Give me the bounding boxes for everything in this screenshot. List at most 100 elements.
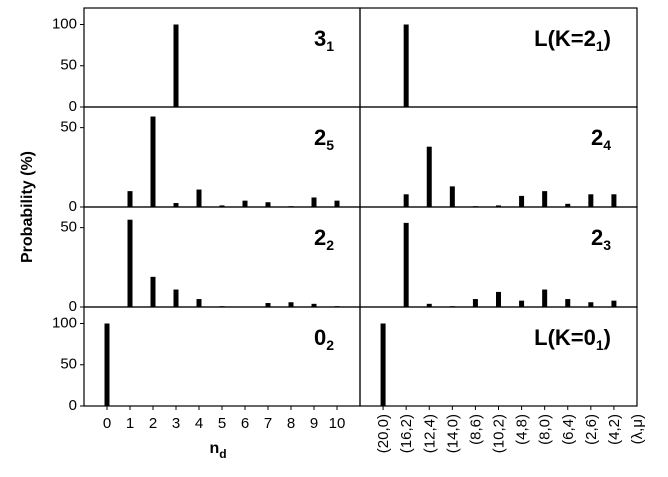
panel-label: L(K=01) — [534, 325, 611, 353]
x-tick-label: 0 — [103, 415, 111, 432]
x-tick-label: 10 — [329, 415, 346, 432]
x-tick-label: (8,0) — [537, 414, 554, 445]
x-tick-label: 3 — [172, 415, 180, 432]
bar — [197, 190, 202, 207]
y-tick-label: 0 — [69, 198, 77, 215]
panel-frame — [84, 8, 360, 107]
x-tick-label: (16,2) — [398, 414, 415, 453]
bar — [128, 220, 133, 307]
bar — [404, 25, 409, 108]
x-tick-label: 8 — [287, 415, 295, 432]
panel-label-main: L(K=0 — [534, 325, 596, 350]
bar — [565, 299, 570, 307]
panel-frame — [84, 207, 360, 307]
bar — [588, 194, 593, 207]
x-tick-label: (10,2) — [491, 414, 508, 453]
bar — [174, 290, 179, 307]
panel-label: 31 — [314, 26, 334, 54]
x-axis-label-main: n — [209, 440, 219, 457]
panel-label: L(K=21) — [534, 26, 611, 54]
panel-label: 22 — [314, 225, 334, 253]
panel-label: 25 — [314, 125, 334, 153]
x-axis-label-sub: d — [219, 447, 226, 461]
bar — [105, 324, 110, 407]
panel-label-sub: 4 — [603, 137, 611, 153]
panel-label-main: L(K=2 — [534, 26, 596, 51]
bar — [404, 223, 409, 307]
x-tick-label: (20,0) — [375, 414, 392, 453]
panel-label-sub: 2 — [326, 237, 334, 253]
panel-label-tail: ) — [604, 26, 611, 51]
x-tick-label: (12,4) — [421, 414, 438, 453]
x-tick-label: (4,2) — [606, 414, 623, 445]
y-tick-label: 0 — [69, 397, 77, 414]
panel-label-sub: 5 — [326, 137, 334, 153]
bar — [381, 324, 386, 407]
bar — [496, 292, 501, 307]
panel-label-main: 0 — [314, 325, 326, 350]
y-tick-label: 50 — [60, 356, 77, 373]
x-tick-label: (6,4) — [560, 414, 577, 445]
x-tick-label: (2,6) — [583, 414, 600, 445]
bar — [542, 191, 547, 207]
panel-label-sub: 1 — [596, 337, 604, 353]
panel-frame — [84, 107, 360, 207]
x-tick-label: (14,0) — [444, 414, 461, 453]
panel-label-main: 2 — [314, 225, 326, 250]
bar — [404, 194, 409, 207]
bar — [611, 301, 616, 307]
panel-label-main: 2 — [591, 225, 603, 250]
y-tick-label: 0 — [69, 98, 77, 115]
panel-frame — [84, 307, 360, 406]
x-axis-label: nd — [209, 440, 226, 461]
y-tick-label: 50 — [60, 119, 77, 136]
bar — [312, 197, 317, 207]
x-tick-label: (8,6) — [467, 414, 484, 445]
panel-label-sub: 3 — [603, 237, 611, 253]
panel-label-sub: 1 — [596, 38, 604, 54]
x-tick-label: 5 — [218, 415, 226, 432]
x-tick-label: 7 — [264, 415, 272, 432]
bar — [427, 147, 432, 207]
y-tick-label: 100 — [52, 314, 77, 331]
panel-label-sub: 2 — [326, 337, 334, 353]
bar — [519, 301, 524, 307]
bar — [335, 201, 340, 207]
bar — [450, 186, 455, 207]
bar — [289, 302, 294, 307]
bar — [611, 194, 616, 207]
bar — [243, 201, 248, 207]
x-tick-label: 1 — [126, 415, 134, 432]
panel-label: 23 — [591, 225, 611, 253]
bar — [151, 277, 156, 307]
panel-frame — [360, 8, 637, 107]
panel-label: 24 — [591, 125, 611, 153]
x-tick-label: 2 — [149, 415, 157, 432]
x-tick-label: (4,8) — [514, 414, 531, 445]
panel-frame — [360, 307, 637, 406]
panel-label-tail: ) — [604, 325, 611, 350]
bar — [588, 302, 593, 307]
panel-label-main: 3 — [314, 26, 326, 51]
panel-label: 02 — [314, 325, 334, 353]
y-tick-label: 100 — [52, 15, 77, 32]
bar — [473, 299, 478, 307]
panel-label-main: 2 — [314, 125, 326, 150]
bar — [519, 196, 524, 207]
bar — [542, 290, 547, 307]
x-tick-label: 4 — [195, 415, 203, 432]
bar — [266, 202, 271, 207]
panel-label-main: 2 — [591, 125, 603, 150]
bar — [197, 299, 202, 307]
y-tick-label: 50 — [60, 219, 77, 236]
panel-frame — [360, 107, 637, 207]
y-tick-label: 0 — [69, 298, 77, 315]
x-axis-label: (λ,μ) — [629, 414, 646, 444]
panel-label-sub: 1 — [326, 38, 334, 54]
bar — [174, 25, 179, 108]
x-tick-label: 6 — [241, 415, 249, 432]
y-axis-label: Probability (%) — [19, 151, 36, 263]
x-tick-label: 9 — [310, 415, 318, 432]
bar — [128, 191, 133, 207]
